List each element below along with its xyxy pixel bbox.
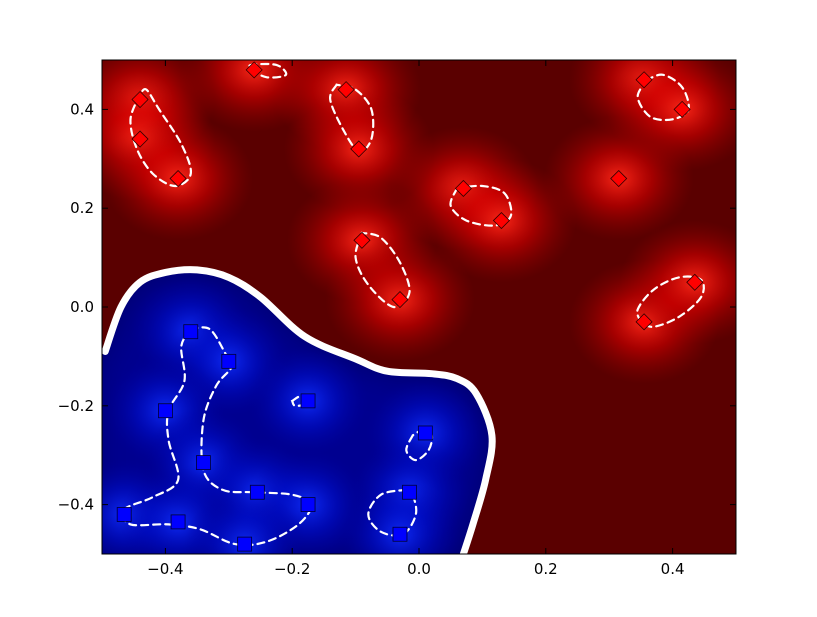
negative-sample-marker <box>116 507 132 522</box>
negative-sample-marker <box>237 536 253 552</box>
negative-sample-marker <box>392 526 408 542</box>
y-tick-label: 0.0 <box>70 298 94 316</box>
negative-sample-marker <box>417 425 433 441</box>
y-tick-label: −0.2 <box>58 397 94 415</box>
positive-sample-marker <box>131 90 149 109</box>
x-tick-label: 0.4 <box>661 560 685 578</box>
positive-glow <box>607 60 736 172</box>
negative-sample-marker <box>157 403 173 419</box>
positive-sample-marker <box>169 169 187 188</box>
margin-contour <box>121 326 313 547</box>
positive-sample-marker <box>245 61 263 79</box>
margin-contour <box>248 62 288 79</box>
margin-contour <box>129 88 192 188</box>
x-tick-label: 0.2 <box>534 560 558 578</box>
margin-contour <box>636 275 705 328</box>
positive-sample-marker <box>610 169 628 188</box>
negative-sample-marker <box>183 324 199 340</box>
positive-sample-marker <box>350 140 368 158</box>
positive-sample-marker <box>353 231 371 249</box>
positive-sample-marker <box>635 313 653 331</box>
negative-sample-marker <box>170 514 186 530</box>
positive-sample-marker <box>635 71 653 89</box>
negative-sample-marker <box>300 393 316 409</box>
negative-sample-marker <box>196 455 211 471</box>
positive-sample-marker <box>492 211 510 230</box>
negative-sample-marker <box>300 497 316 513</box>
positive-sample-marker <box>454 179 472 198</box>
positive-sample-marker <box>673 100 691 118</box>
x-tick-label: −0.2 <box>274 560 310 578</box>
y-tick-label: −0.4 <box>58 496 94 514</box>
positive-sample-marker <box>131 130 149 148</box>
y-axis: −0.4 −0.2 0.0 0.2 0.4 <box>58 100 736 514</box>
y-tick-label: 0.2 <box>70 199 94 217</box>
x-axis: −0.4 −0.2 0.0 0.2 0.4 <box>147 60 685 578</box>
negative-sample-marker <box>221 353 237 369</box>
positive-sample-marker <box>686 273 704 291</box>
margin-contour <box>449 184 513 227</box>
plot-area <box>102 60 736 554</box>
decision-boundary <box>102 266 496 554</box>
x-tick-label: 0.0 <box>407 560 431 578</box>
data-points <box>116 61 704 552</box>
negative-sample-marker <box>249 484 265 500</box>
positive-glow <box>619 220 736 345</box>
x-tick-label: −0.4 <box>147 560 183 578</box>
negative-sample-marker <box>402 484 417 500</box>
positive-sample-marker <box>391 291 409 309</box>
margin-contour <box>290 394 310 407</box>
positive-sample-marker <box>337 81 355 99</box>
positive-region-shading <box>102 60 736 384</box>
y-tick-label: 0.4 <box>70 100 94 118</box>
